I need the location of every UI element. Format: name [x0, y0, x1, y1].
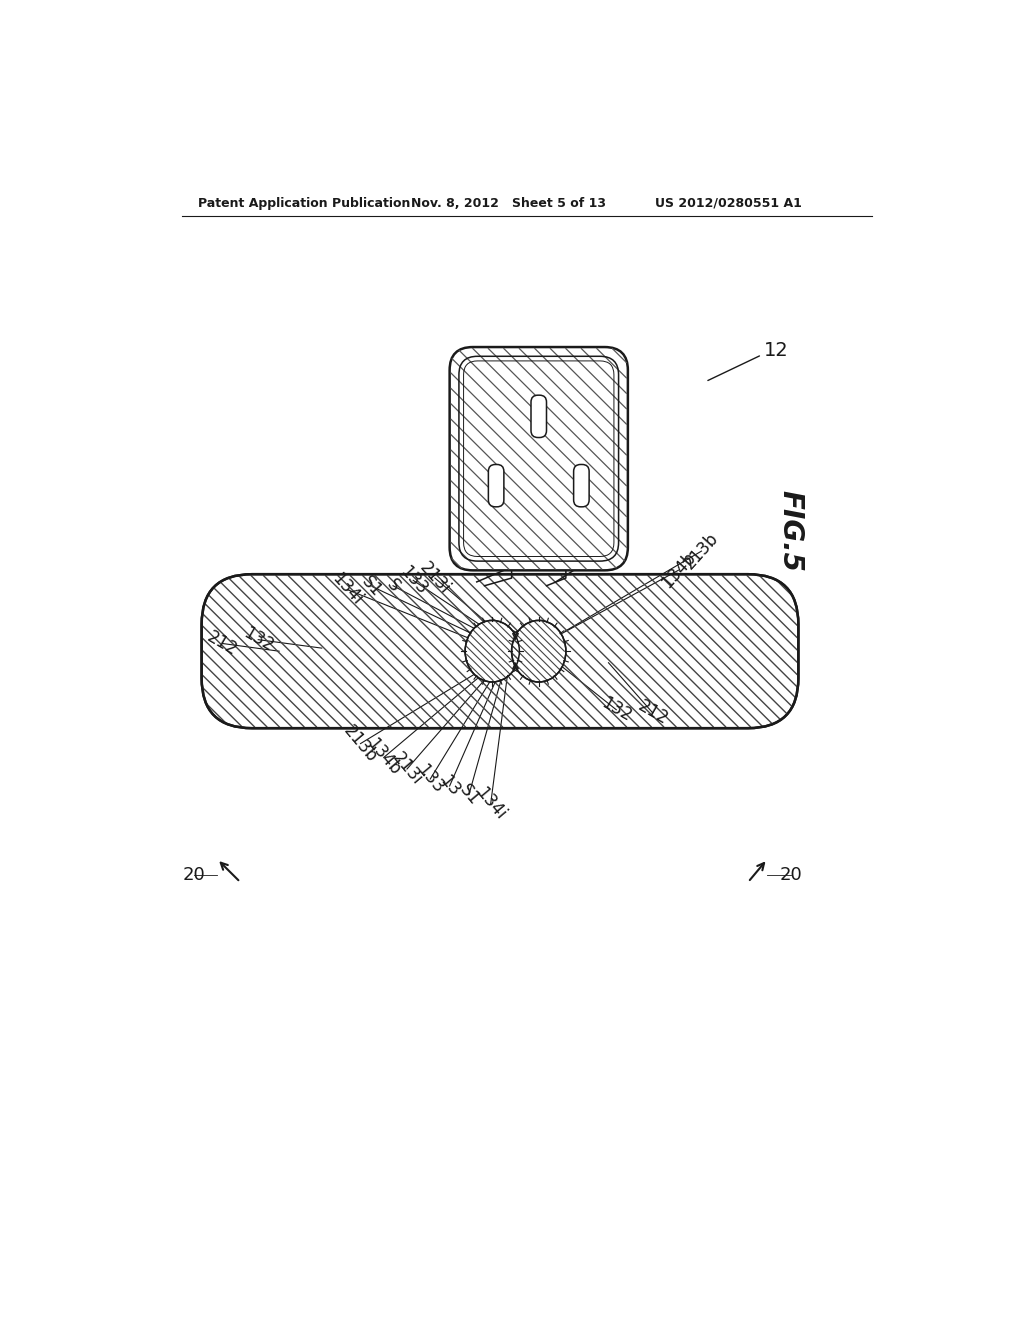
Text: 213b: 213b [681, 529, 722, 573]
FancyBboxPatch shape [531, 395, 547, 437]
Text: 12: 12 [764, 342, 788, 360]
Text: 20: 20 [779, 866, 802, 883]
Ellipse shape [465, 620, 519, 682]
FancyBboxPatch shape [202, 574, 799, 729]
Text: S: S [383, 576, 403, 595]
Ellipse shape [512, 620, 566, 682]
FancyBboxPatch shape [450, 347, 628, 570]
Text: Patent Application Publication: Patent Application Publication [198, 197, 411, 210]
Text: 212: 212 [635, 697, 671, 729]
Text: 132: 132 [240, 624, 276, 656]
Text: S1: S1 [456, 780, 482, 808]
Text: 134i: 134i [472, 784, 509, 824]
FancyBboxPatch shape [573, 465, 589, 507]
Text: 213i: 213i [416, 558, 454, 598]
Text: FIG.5: FIG.5 [776, 490, 805, 572]
Text: Nov. 8, 2012   Sheet 5 of 13: Nov. 8, 2012 Sheet 5 of 13 [411, 197, 606, 210]
Text: 213b: 213b [340, 722, 381, 766]
Text: 13: 13 [436, 772, 463, 800]
Text: 212: 212 [204, 628, 241, 659]
Text: 134b: 134b [364, 735, 404, 779]
Text: 20: 20 [182, 866, 205, 883]
Text: 134i: 134i [329, 570, 367, 609]
Text: US 2012/0280551 A1: US 2012/0280551 A1 [655, 197, 802, 210]
Text: 213i: 213i [388, 750, 426, 789]
Text: 134b: 134b [657, 549, 699, 593]
Text: 132: 132 [598, 694, 635, 726]
Text: 133: 133 [413, 762, 447, 797]
FancyBboxPatch shape [488, 465, 504, 507]
Text: 133: 133 [396, 562, 430, 598]
Text: S1: S1 [358, 573, 386, 601]
